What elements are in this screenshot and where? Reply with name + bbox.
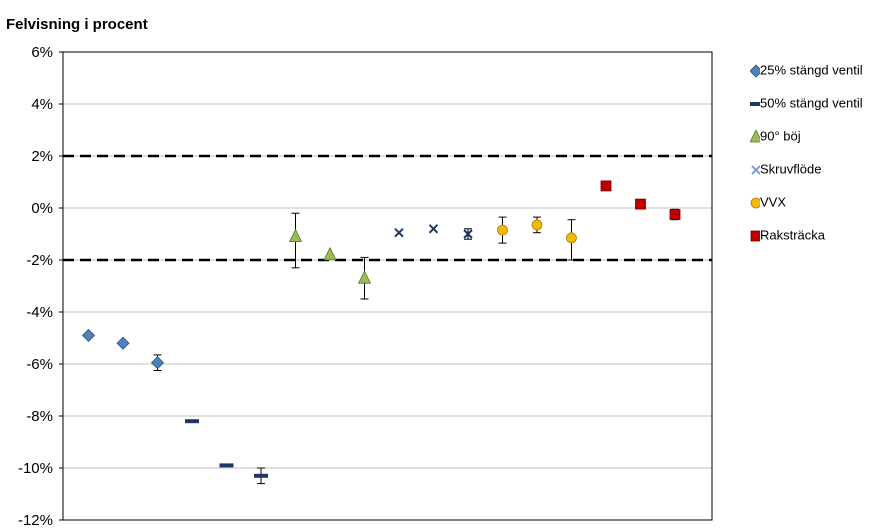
data-point-series-6 xyxy=(669,209,681,220)
legend-label: 50% stängd ventil xyxy=(760,95,863,111)
legend-label: Skruvflöde xyxy=(760,161,822,177)
data-point-series-5 xyxy=(566,232,577,244)
legend-item: 25% stängd ventil xyxy=(750,60,863,80)
y-tick-label: -10% xyxy=(18,460,53,477)
data-point-series-1 xyxy=(116,336,130,350)
data-point-series-3 xyxy=(323,246,337,261)
data-point-series-6 xyxy=(600,180,612,192)
legend-marker-shape xyxy=(750,230,760,241)
chart-title: Felvisning i procent xyxy=(6,16,148,33)
data-point-series-3 xyxy=(288,228,303,243)
legend-marker-dash xyxy=(750,101,760,106)
y-axis-ticks: 6% 4% 2% 0% -2% -4% -6% -8% -10% -12% xyxy=(18,44,63,528)
y-tick-label: 2% xyxy=(31,148,53,165)
data-point-series-3 xyxy=(357,270,372,284)
legend-label: Raksträcka xyxy=(760,227,826,243)
legend-marker-circle xyxy=(750,197,760,208)
legend-label: 90° böj xyxy=(760,128,801,144)
data-points xyxy=(81,180,681,485)
data-point-series-1 xyxy=(150,356,165,370)
legend-marker-diamond xyxy=(750,63,760,78)
data-point-series-2 xyxy=(219,463,234,468)
data-point-series-2 xyxy=(254,473,268,478)
plot-area-frame xyxy=(62,51,713,521)
y-tick-label: -8% xyxy=(26,408,53,425)
legend-marker-triangle xyxy=(750,129,760,142)
legend-item: 50% stängd ventil xyxy=(750,93,863,113)
legend-marker-shape xyxy=(750,63,760,78)
legend-item: 90° böj xyxy=(750,126,801,146)
legend-marker-shape xyxy=(751,164,760,175)
data-point-series-1 xyxy=(81,328,96,342)
legend-marker-shape xyxy=(750,129,760,142)
legend-item: Raksträcka xyxy=(750,225,825,245)
data-point-series-4 xyxy=(394,227,404,238)
legend-marker-shape xyxy=(750,197,760,208)
y-tick-label: -6% xyxy=(26,356,53,373)
legend-marker-x xyxy=(751,164,760,175)
legend-label: VVX xyxy=(760,194,787,210)
legend-marker-shape xyxy=(750,101,760,106)
legend-label: 25% stängd ventil xyxy=(760,62,863,78)
data-point-series-5 xyxy=(497,224,508,236)
legend-item: VVX xyxy=(750,192,786,212)
gridlines xyxy=(63,103,712,469)
data-point-series-2 xyxy=(185,419,199,424)
y-tick-label: 0% xyxy=(31,200,53,217)
data-point-series-6 xyxy=(635,198,646,210)
y-tick-label: -12% xyxy=(18,512,53,528)
data-point-series-4 xyxy=(428,224,439,234)
data-point-series-4 xyxy=(463,229,473,239)
reference-lines xyxy=(63,154,712,262)
y-tick-label: -2% xyxy=(26,252,53,269)
y-tick-label: -4% xyxy=(26,304,53,321)
legend-item: Skruvflöde xyxy=(750,159,821,179)
legend-marker-square xyxy=(750,230,760,241)
y-tick-label: 4% xyxy=(31,96,53,113)
y-tick-label: 6% xyxy=(31,44,53,61)
data-point-series-5 xyxy=(531,219,543,231)
